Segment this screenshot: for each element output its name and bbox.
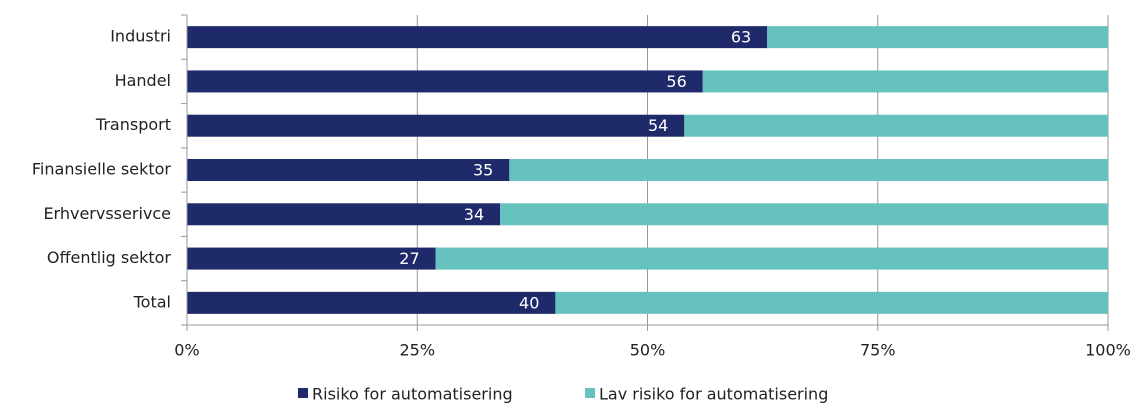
data-label: 54 xyxy=(648,116,668,135)
bar-segment xyxy=(187,203,501,226)
bar-segment xyxy=(187,114,685,137)
bar-segment xyxy=(187,159,510,181)
data-label: 27 xyxy=(399,249,419,268)
legend-swatch xyxy=(298,388,308,398)
y-tick-label: Total xyxy=(133,292,171,311)
data-label: 40 xyxy=(519,293,539,312)
y-tick-label: Industri xyxy=(110,27,171,46)
bar-segment xyxy=(187,291,556,314)
bar-segment xyxy=(435,247,1108,270)
legend-label: Lav risiko for automatisering xyxy=(599,385,828,404)
y-tick-label: Transport xyxy=(95,115,171,134)
y-tick-label: Offentlig sektor xyxy=(47,248,172,267)
y-tick-label: Erhvervsserivce xyxy=(43,204,171,223)
y-tick-label: Handel xyxy=(115,71,171,90)
bar-segment xyxy=(500,203,1108,226)
x-tick-label: 25% xyxy=(399,341,435,360)
y-tick-label: Finansielle sektor xyxy=(32,160,172,179)
data-label: 63 xyxy=(731,28,751,47)
legend-label: Risiko for automatisering xyxy=(312,385,513,404)
data-label: 56 xyxy=(666,72,686,91)
legend-swatch xyxy=(585,388,595,398)
x-tick-label: 0% xyxy=(174,341,199,360)
bar-segment xyxy=(555,291,1108,314)
x-tick-label: 75% xyxy=(860,341,896,360)
bar-segment xyxy=(767,26,1108,49)
data-label: 34 xyxy=(464,205,484,224)
x-tick-label: 100% xyxy=(1085,341,1131,360)
bar-segment xyxy=(187,247,436,270)
bar-segment xyxy=(187,70,703,93)
x-tick-label: 50% xyxy=(630,341,666,360)
bar-segment xyxy=(187,26,768,49)
data-label: 35 xyxy=(473,161,493,180)
bar-segment xyxy=(684,114,1108,137)
bar-segment xyxy=(702,70,1108,93)
bar-segment xyxy=(509,159,1109,181)
